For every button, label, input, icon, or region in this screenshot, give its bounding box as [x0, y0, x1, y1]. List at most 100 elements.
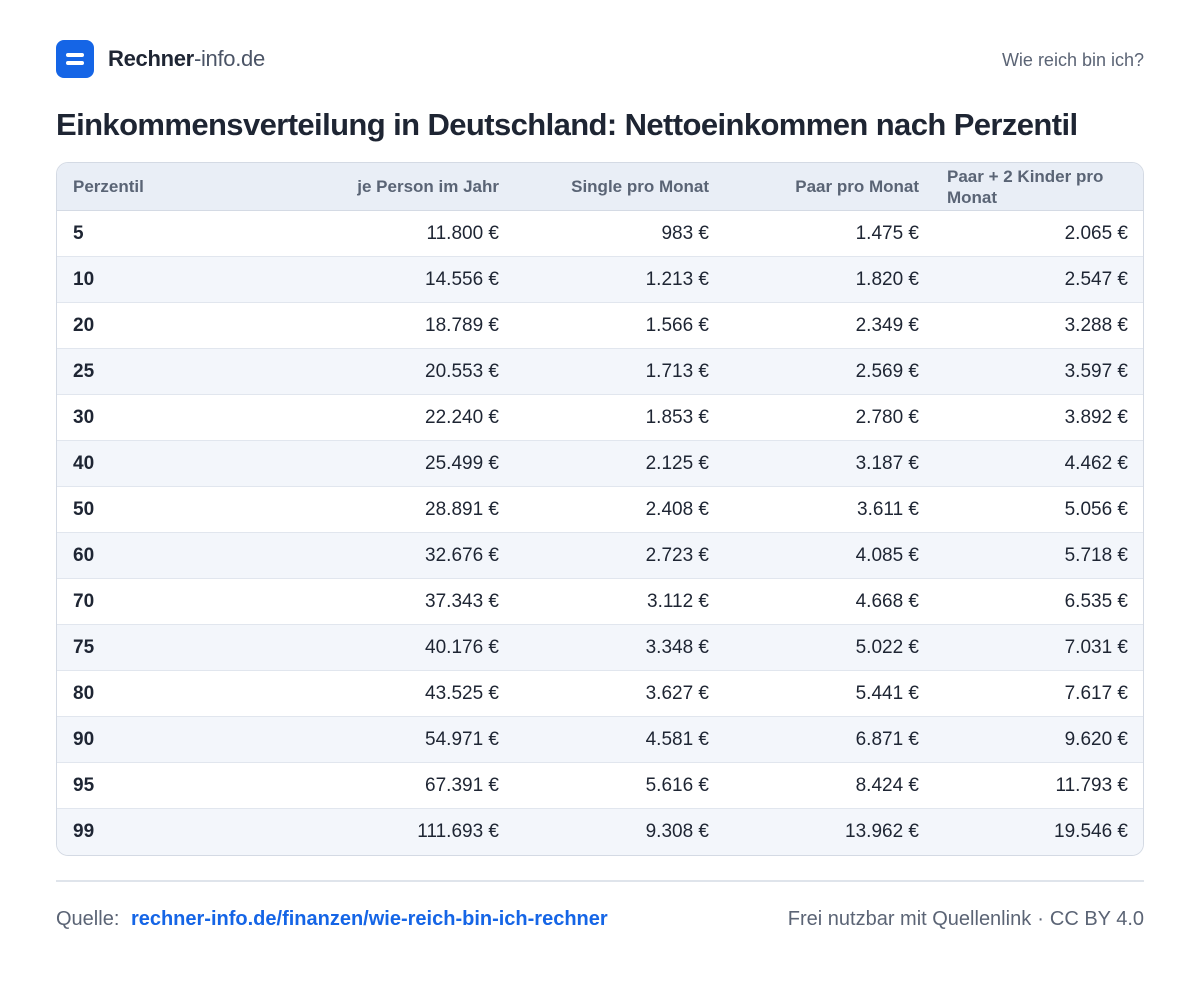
income-table: Perzentil je Person im Jahr Single pro M… [56, 162, 1144, 856]
cell-single-monat: 3.348 € [645, 636, 709, 658]
cell-paar-monat: 1.820 € [855, 268, 919, 290]
logo-bar-bottom [66, 61, 84, 65]
cell-perzentil: 25 [73, 360, 95, 382]
cell-person-jahr: 18.789 € [425, 314, 499, 336]
table-row: 95 67.391 € 5.616 € 8.424 € 11.793 € [57, 763, 1143, 809]
cell-single-monat: 2.723 € [645, 544, 709, 566]
cell-paar-monat: 3.611 € [857, 498, 919, 520]
cell-paar-kinder-monat: 3.597 € [1064, 360, 1128, 382]
cell-paar-monat: 2.349 € [855, 314, 919, 336]
cell-paar-kinder-monat: 3.892 € [1064, 406, 1128, 428]
cell-person-jahr: 32.676 € [425, 544, 499, 566]
wie-reich-bin-ich-link[interactable]: Wie reich bin ich? [1001, 50, 1144, 70]
cell-person-jahr: 14.556 € [425, 268, 499, 290]
cell-single-monat: 1.566 € [645, 314, 709, 336]
cell-perzentil: 70 [73, 590, 95, 612]
cell-single-monat: 5.616 € [645, 774, 709, 796]
cell-perzentil: 20 [73, 314, 95, 336]
table-header: Perzentil je Person im Jahr Single pro M… [57, 163, 1143, 211]
cell-person-jahr: 20.553 € [425, 360, 499, 382]
source-label: Quelle: [56, 908, 120, 930]
table-row: 20 18.789 € 1.566 € 2.349 € 3.288 € [57, 303, 1143, 349]
table-row: 80 43.525 € 3.627 € 5.441 € 7.617 € [57, 671, 1143, 717]
license-separator: · [1037, 908, 1044, 930]
cell-single-monat: 3.627 € [645, 682, 709, 704]
cell-paar-monat: 13.962 € [845, 821, 919, 842]
cell-paar-monat: 4.085 € [855, 544, 919, 566]
cell-paar-monat: 2.780 € [855, 406, 919, 428]
cell-person-jahr: 22.240 € [425, 406, 499, 428]
cell-perzentil: 40 [73, 452, 95, 474]
table-row: 25 20.553 € 1.713 € 2.569 € 3.597 € [57, 349, 1143, 395]
cell-single-monat: 1.713 € [645, 360, 709, 382]
cell-perzentil: 30 [73, 406, 95, 428]
source-link[interactable]: rechner-info.de/finanzen/wie-reich-bin-i… [130, 908, 608, 930]
cell-perzentil: 5 [73, 222, 84, 244]
cell-paar-kinder-monat: 3.288 € [1064, 314, 1128, 336]
cell-perzentil: 10 [73, 268, 95, 290]
cell-person-jahr: 54.971 € [425, 728, 499, 750]
license-name: CC BY 4.0 [1049, 908, 1144, 930]
cell-paar-kinder-monat: 5.056 € [1064, 498, 1128, 520]
footer-divider [56, 880, 1144, 882]
logo-bar-top [66, 53, 84, 57]
cell-person-jahr: 43.525 € [425, 682, 499, 704]
cell-person-jahr: 11.800 € [426, 222, 499, 244]
cell-paar-monat: 8.424 € [855, 774, 919, 796]
cell-perzentil: 80 [73, 682, 95, 704]
cell-perzentil: 99 [73, 821, 95, 842]
cell-single-monat: 1.213 € [645, 268, 709, 290]
cell-perzentil: 50 [73, 498, 95, 520]
cell-paar-monat: 6.871 € [855, 728, 919, 750]
page-footer: Quelle: rechner-info.de/finanzen/wie-rei… [56, 906, 1144, 932]
cell-paar-kinder-monat: 19.546 € [1054, 821, 1128, 842]
cell-person-jahr: 40.176 € [425, 636, 499, 658]
cell-person-jahr: 37.343 € [425, 590, 499, 612]
cell-single-monat: 9.308 € [645, 821, 709, 842]
cell-paar-kinder-monat: 4.462 € [1064, 452, 1128, 474]
column-header-paar-kinder-monat: Paar + 2 Kinder pro Monat [947, 166, 1104, 207]
cell-paar-kinder-monat: 6.535 € [1064, 590, 1128, 612]
cell-perzentil: 60 [73, 544, 95, 566]
table-row: 30 22.240 € 1.853 € 2.780 € 3.892 € [57, 395, 1143, 441]
table-row: 99 111.693 € 9.308 € 13.962 € 19.546 € [57, 809, 1143, 855]
column-header-perzentil: Perzentil [73, 177, 144, 196]
cell-perzentil: 90 [73, 728, 95, 750]
table-row: 5 11.800 € 983 € 1.475 € 2.065 € [57, 211, 1143, 257]
cell-single-monat: 4.581 € [645, 728, 709, 750]
cell-person-jahr: 67.391 € [425, 774, 499, 796]
table-row: 50 28.891 € 2.408 € 3.611 € 5.056 € [57, 487, 1143, 533]
table-body: 5 11.800 € 983 € 1.475 € 2.065 € 10 14.556 € 1.… [57, 211, 1143, 855]
column-header-paar-monat: Paar pro Monat [795, 177, 919, 196]
brand-name[interactable]: Rechner-info.de [108, 46, 265, 72]
cell-person-jahr: 28.891 € [425, 498, 499, 520]
table-row: 75 40.176 € 3.348 € 5.022 € 7.031 € [57, 625, 1143, 671]
column-header-single-monat: Single pro Monat [571, 177, 709, 196]
cell-perzentil: 95 [73, 774, 95, 796]
cell-paar-monat: 2.569 € [855, 360, 919, 382]
cell-paar-kinder-monat: 7.617 € [1064, 682, 1128, 704]
cell-paar-monat: 5.441 € [855, 682, 919, 704]
cell-single-monat: 3.112 € [647, 590, 709, 612]
cell-paar-monat: 4.668 € [855, 590, 919, 612]
table-row: 40 25.499 € 2.125 € 3.187 € 4.462 € [57, 441, 1143, 487]
page-title: Einkommensverteilung in Deutschland: Net… [56, 107, 1078, 142]
cell-paar-monat: 3.187 € [855, 452, 919, 474]
cell-paar-monat: 5.022 € [855, 636, 919, 658]
cell-single-monat: 1.853 € [645, 406, 709, 428]
column-header-person-jahr: je Person im Jahr [357, 177, 499, 196]
logo-icon[interactable] [56, 40, 94, 78]
table-row: 70 37.343 € 3.112 € 4.668 € 6.535 € [57, 579, 1143, 625]
cell-paar-monat: 1.475 € [855, 222, 919, 244]
cell-paar-kinder-monat: 2.065 € [1064, 222, 1128, 244]
table-row: 10 14.556 € 1.213 € 1.820 € 2.547 € [57, 257, 1143, 303]
license-info: Frei nutzbar mit Quellenlink · CC BY 4.0 [788, 906, 1144, 932]
brand-name-light: -info.de [193, 46, 265, 71]
cell-perzentil: 75 [73, 636, 95, 658]
cell-paar-kinder-monat: 7.031 € [1064, 636, 1128, 658]
cell-person-jahr: 25.499 € [425, 452, 499, 474]
cell-paar-kinder-monat: 9.620 € [1064, 728, 1128, 750]
table-row: 60 32.676 € 2.723 € 4.085 € 5.718 € [57, 533, 1143, 579]
table-row: 90 54.971 € 4.581 € 6.871 € 9.620 € [57, 717, 1143, 763]
license-text: Frei nutzbar mit Quellenlink [787, 908, 1032, 930]
